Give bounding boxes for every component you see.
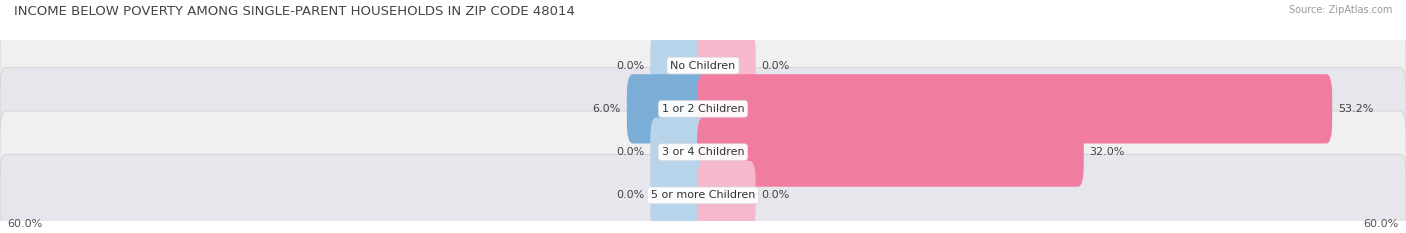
Text: 0.0%: 0.0% [616, 61, 644, 71]
FancyBboxPatch shape [0, 111, 1406, 193]
FancyBboxPatch shape [697, 161, 756, 230]
Text: 0.0%: 0.0% [762, 61, 790, 71]
FancyBboxPatch shape [650, 161, 709, 230]
FancyBboxPatch shape [697, 31, 756, 100]
Text: 6.0%: 6.0% [593, 104, 621, 114]
Text: 60.0%: 60.0% [7, 219, 42, 229]
Text: INCOME BELOW POVERTY AMONG SINGLE-PARENT HOUSEHOLDS IN ZIP CODE 48014: INCOME BELOW POVERTY AMONG SINGLE-PARENT… [14, 5, 575, 18]
Text: 1 or 2 Children: 1 or 2 Children [662, 104, 744, 114]
Text: 0.0%: 0.0% [616, 147, 644, 157]
FancyBboxPatch shape [650, 117, 709, 187]
Text: 3 or 4 Children: 3 or 4 Children [662, 147, 744, 157]
Text: No Children: No Children [671, 61, 735, 71]
Text: 32.0%: 32.0% [1090, 147, 1125, 157]
FancyBboxPatch shape [697, 74, 1333, 144]
FancyBboxPatch shape [627, 74, 709, 144]
FancyBboxPatch shape [0, 24, 1406, 107]
Text: 0.0%: 0.0% [762, 190, 790, 200]
Text: Source: ZipAtlas.com: Source: ZipAtlas.com [1288, 5, 1392, 15]
Text: 0.0%: 0.0% [616, 190, 644, 200]
FancyBboxPatch shape [697, 117, 1084, 187]
Text: 60.0%: 60.0% [1364, 219, 1399, 229]
FancyBboxPatch shape [650, 31, 709, 100]
FancyBboxPatch shape [0, 68, 1406, 150]
Text: 53.2%: 53.2% [1339, 104, 1374, 114]
FancyBboxPatch shape [0, 154, 1406, 233]
Text: 5 or more Children: 5 or more Children [651, 190, 755, 200]
